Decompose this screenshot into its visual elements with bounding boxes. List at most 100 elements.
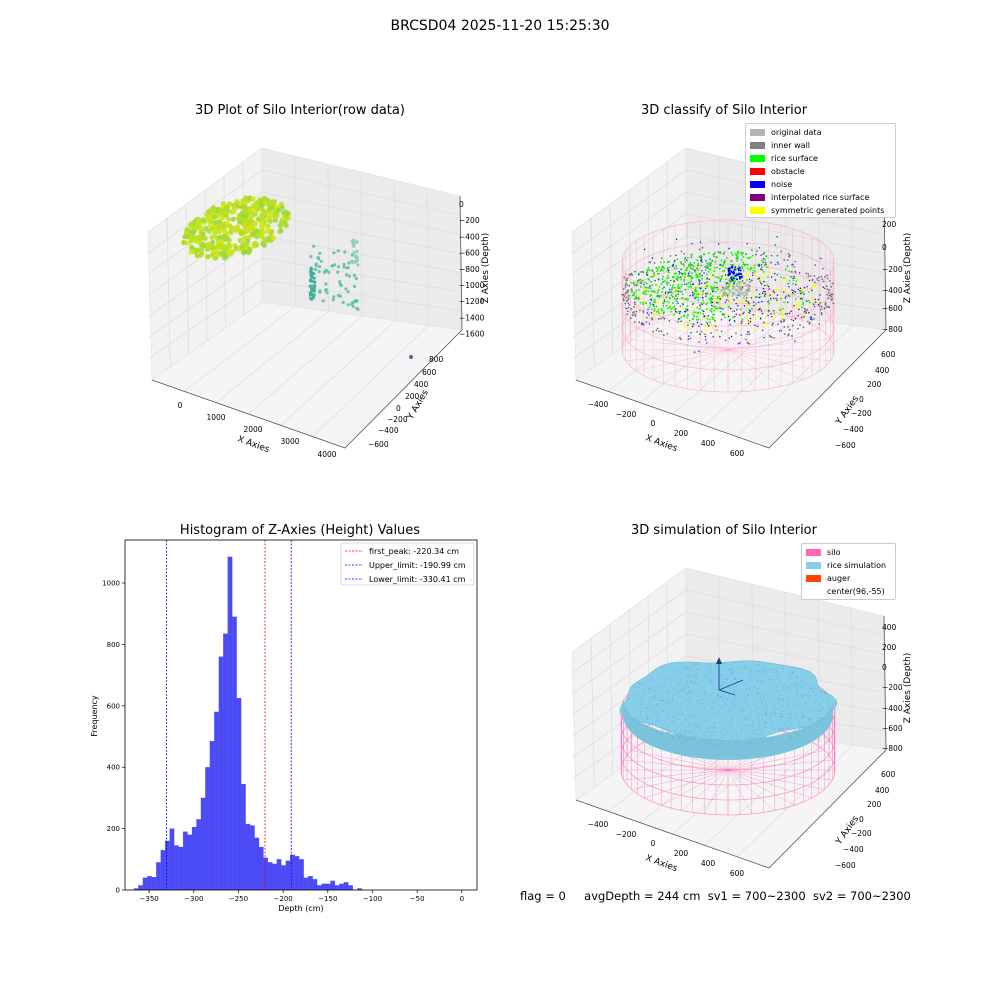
raw-point — [194, 247, 201, 253]
surface-mesh-dot — [769, 738, 771, 739]
wall-point — [830, 285, 833, 288]
surface-mesh-dot — [692, 736, 694, 738]
surface-mesh-dot — [726, 678, 728, 680]
tick-label: 400 — [701, 859, 716, 868]
surface-mesh-dot — [676, 674, 678, 676]
surface-mesh-dot — [757, 706, 759, 707]
surface-mesh-dot — [777, 701, 779, 703]
surface-mesh-dot — [757, 694, 759, 695]
surface-mesh-dot — [720, 696, 722, 697]
surface-mesh-dot — [828, 704, 830, 706]
raw-point — [206, 228, 212, 234]
surface-mesh-dot — [744, 718, 746, 720]
surface-mesh-dot — [727, 722, 729, 724]
surface-mesh-dot — [730, 688, 732, 690]
raw-point — [318, 289, 322, 293]
legend-entry: silo — [806, 546, 895, 559]
surface-mesh-dot — [687, 692, 689, 694]
raw-point — [309, 267, 313, 271]
raw-point — [196, 217, 202, 223]
raw-point — [218, 238, 224, 245]
surface-mesh-dot — [697, 725, 699, 726]
rice-point — [694, 287, 697, 289]
raw-point — [189, 245, 195, 251]
symmetric-point — [817, 289, 820, 292]
surface-mesh-dot — [809, 718, 811, 720]
surface-mesh-dot — [766, 727, 767, 728]
surface-mesh-dot — [761, 682, 763, 684]
legend-swatch — [806, 588, 821, 595]
surface-mesh-dot — [797, 734, 799, 736]
surface-mesh-dot — [759, 669, 760, 670]
surface-mesh-dot — [651, 685, 652, 687]
wall-point — [660, 257, 663, 260]
surface-mesh-dot — [686, 721, 688, 722]
surface-mesh-dot — [743, 665, 745, 667]
raw-outlier-point — [409, 355, 413, 359]
surface-mesh-dot — [791, 711, 793, 713]
surface-mesh-dot — [801, 715, 803, 717]
wall-point — [704, 265, 707, 268]
surface-mesh-dot — [747, 689, 749, 690]
surface-mesh-dot — [641, 704, 643, 705]
surface-mesh-dot — [762, 728, 763, 730]
surface-mesh-dot — [680, 735, 682, 737]
symmetric-point — [818, 300, 821, 303]
surface-mesh-dot — [657, 713, 658, 715]
wall-point — [626, 284, 628, 286]
surface-mesh-dot — [772, 706, 774, 708]
raw-point — [336, 265, 341, 269]
grid-line — [147, 169, 461, 254]
surface-mesh-dot — [797, 725, 798, 727]
surface-mesh-dot — [731, 706, 733, 708]
surface-mesh-dot — [793, 682, 795, 683]
surface-mesh-dot — [705, 676, 706, 677]
wall-point — [807, 275, 810, 278]
raw-point — [258, 202, 264, 208]
raw-point — [278, 227, 284, 234]
surface-mesh-dot — [647, 725, 649, 727]
surface-mesh-dot — [810, 721, 812, 723]
surface-mesh-dot — [807, 725, 809, 727]
surface-mesh-dot — [697, 674, 698, 676]
surface-mesh-dot — [757, 687, 759, 689]
surface-mesh-dot — [780, 715, 782, 717]
tick-label: −600 — [882, 724, 903, 733]
surface-mesh-dot — [700, 690, 702, 692]
symmetric-point — [764, 321, 767, 324]
wall-point — [677, 320, 679, 323]
symmetric-point — [693, 307, 696, 310]
wall-point — [728, 337, 731, 339]
symmetric-point — [776, 307, 779, 310]
raw-point — [244, 242, 250, 248]
symmetric-point — [727, 296, 730, 299]
surface-mesh-dot — [708, 697, 710, 698]
symmetric-point — [720, 266, 723, 269]
surface-mesh-dot — [815, 694, 817, 696]
legend-label: noise — [771, 180, 793, 189]
surface-mesh-dot — [749, 665, 751, 667]
wall-point — [814, 264, 817, 267]
symmetric-point — [726, 291, 729, 294]
surface-mesh-dot — [660, 672, 662, 674]
surface-mesh-dot — [727, 698, 728, 699]
surface-mesh-dot — [818, 720, 819, 722]
surface-mesh-dot — [823, 707, 824, 709]
surface-mesh-dot — [645, 717, 647, 719]
wall-point — [820, 312, 823, 314]
surface-mesh-dot — [657, 717, 659, 719]
surface-mesh-dot — [704, 719, 706, 721]
wall-point — [625, 296, 628, 299]
surface-mesh-dot — [697, 725, 699, 727]
raw-point — [189, 233, 195, 239]
raw-point — [341, 300, 345, 305]
surface-mesh-dot — [703, 735, 705, 737]
surface-mesh-dot — [641, 698, 642, 700]
raw-point — [251, 241, 257, 247]
surface-mesh-dot — [719, 736, 721, 737]
wall-point — [683, 253, 685, 255]
surface-mesh-dot — [714, 702, 715, 704]
surface-mesh-dot — [762, 742, 764, 743]
tick-label: 0 — [859, 815, 864, 824]
grid-line — [280, 320, 396, 426]
